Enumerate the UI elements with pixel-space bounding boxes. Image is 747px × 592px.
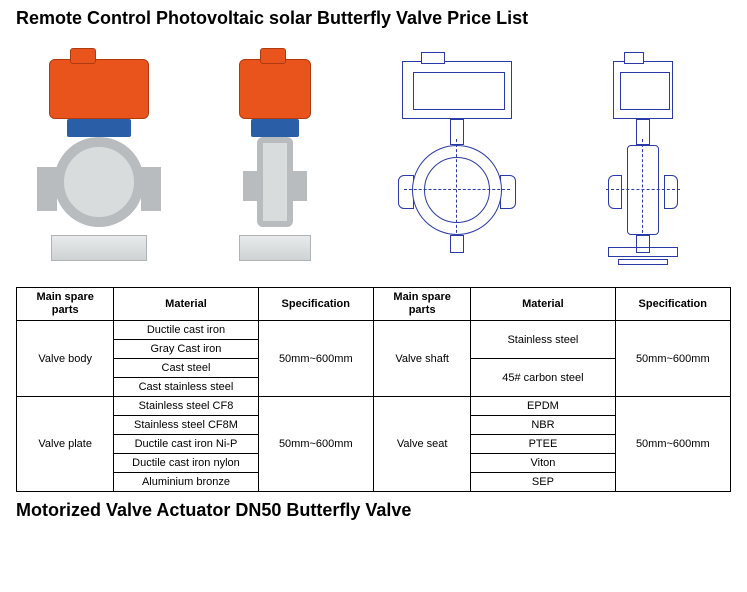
product-images-row <box>16 39 731 279</box>
th-spec-2: Specification <box>615 288 730 321</box>
cell-material: Viton <box>471 454 615 473</box>
th-main-parts-2: Main spare parts <box>373 288 470 321</box>
cell-material: Stainless steel CF8M <box>114 416 258 435</box>
cell-material: PTEE <box>471 435 615 454</box>
cell-spec: 50mm~600mm <box>615 397 730 492</box>
th-main-parts-1: Main spare parts <box>17 288 114 321</box>
cell-material: EPDM <box>471 397 615 416</box>
th-material-2: Material <box>471 288 615 321</box>
table-header-row: Main spare parts Material Specification … <box>17 288 731 321</box>
table-row: Valve body Ductile cast iron 50mm~600mm … <box>17 321 731 340</box>
product-photo-front <box>19 49 179 269</box>
cell-material: SEP <box>471 473 615 492</box>
cell-material: Ductile cast iron nylon <box>114 454 258 473</box>
cell-material: Gray Cast iron <box>114 340 258 359</box>
cell-part: Valve shaft <box>373 321 470 397</box>
product-photo-side <box>195 49 355 269</box>
cell-material: Stainless steel CF8 <box>114 397 258 416</box>
spec-table: Main spare parts Material Specification … <box>16 287 731 492</box>
cell-material: Cast stainless steel <box>114 378 258 397</box>
cell-material: Ductile cast iron Ni-P <box>114 435 258 454</box>
th-spec-1: Specification <box>258 288 373 321</box>
cell-material: Stainless steel <box>471 321 615 359</box>
cell-spec: 50mm~600mm <box>258 397 373 492</box>
cell-part: Valve body <box>17 321 114 397</box>
technical-diagram-front <box>372 49 542 269</box>
cell-material: Ductile cast iron <box>114 321 258 340</box>
table-row: Valve plate Stainless steel CF8 50mm~600… <box>17 397 731 416</box>
cell-material: Cast steel <box>114 359 258 378</box>
cell-spec: 50mm~600mm <box>615 321 730 397</box>
cell-material: 45# carbon steel <box>471 359 615 397</box>
cell-part: Valve seat <box>373 397 470 492</box>
page-title-bottom: Motorized Valve Actuator DN50 Butterfly … <box>16 500 731 521</box>
cell-spec: 50mm~600mm <box>258 321 373 397</box>
page-title-top: Remote Control Photovoltaic solar Butter… <box>16 8 731 29</box>
cell-material: NBR <box>471 416 615 435</box>
cell-part: Valve plate <box>17 397 114 492</box>
technical-diagram-side <box>558 49 728 269</box>
th-material-1: Material <box>114 288 258 321</box>
cell-material: Aluminium bronze <box>114 473 258 492</box>
